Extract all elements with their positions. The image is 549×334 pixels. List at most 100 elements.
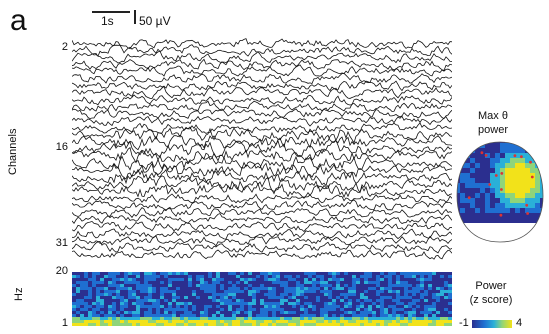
spectrogram-cell bbox=[80, 284, 85, 288]
spectrogram-cell bbox=[316, 284, 321, 288]
spectrogram-cell bbox=[200, 302, 205, 306]
spectrogram-cell bbox=[440, 293, 445, 297]
topoplot-cell bbox=[500, 163, 506, 169]
spectrogram-cell bbox=[388, 278, 393, 282]
spectrogram-cell bbox=[428, 320, 433, 324]
spectrogram-cell bbox=[128, 287, 133, 291]
spectrogram-cell bbox=[432, 308, 437, 312]
spectrogram-cell bbox=[284, 278, 289, 282]
spectrogram-cell bbox=[396, 299, 401, 303]
topoplot-cell bbox=[495, 223, 501, 229]
topoplot-cell bbox=[510, 203, 516, 209]
spectrogram-cell bbox=[396, 296, 401, 300]
colorbar-max-label: 4 bbox=[516, 317, 523, 329]
spectrogram-cell bbox=[232, 320, 237, 324]
spectrogram-cell bbox=[420, 302, 425, 306]
spectrogram-cell bbox=[252, 272, 257, 276]
topoplot-cell bbox=[520, 208, 526, 214]
spectrogram-cell bbox=[220, 296, 225, 300]
spectrogram-cell bbox=[348, 290, 353, 294]
spectrogram-cell bbox=[80, 299, 85, 303]
spectrogram-cell bbox=[176, 299, 181, 303]
topoplot-cell bbox=[505, 173, 511, 179]
spectrogram-cell bbox=[96, 281, 101, 285]
spectrogram-cell bbox=[432, 299, 437, 303]
spectrogram-cell bbox=[212, 323, 217, 326]
topoplot-cell bbox=[535, 173, 541, 179]
topoplot-cell bbox=[495, 188, 501, 194]
topoplot-cell bbox=[535, 213, 541, 219]
spectrogram-cell bbox=[168, 290, 173, 294]
topoplot-cell bbox=[465, 158, 471, 164]
electrode-marker bbox=[520, 155, 523, 159]
spectrogram-cell bbox=[416, 290, 421, 294]
spectrogram-cell bbox=[144, 281, 149, 285]
spectrogram-cell bbox=[212, 272, 217, 276]
spectrogram-cell bbox=[392, 317, 397, 321]
spectrogram-cell bbox=[444, 272, 449, 276]
spectrogram-cell bbox=[368, 320, 373, 324]
electrode-marker bbox=[513, 154, 517, 158]
topoplot-cell bbox=[457, 188, 461, 194]
spectrogram-cell bbox=[156, 287, 161, 291]
spectrogram-cell bbox=[288, 293, 293, 297]
spectrogram-cell bbox=[248, 317, 253, 321]
spectrogram-cell bbox=[236, 293, 241, 297]
spectrogram-cell bbox=[80, 275, 85, 279]
topoplot-cell bbox=[520, 148, 526, 154]
spectrogram-cell bbox=[320, 272, 325, 276]
spectrogram-cell bbox=[400, 296, 405, 300]
spectrogram-cell bbox=[380, 311, 385, 315]
spectrogram-cell bbox=[188, 320, 193, 324]
spectrogram-cell bbox=[440, 305, 445, 309]
spectrogram-cell bbox=[140, 281, 145, 285]
topoplot-cell bbox=[520, 193, 526, 199]
spectrogram-cell bbox=[400, 284, 405, 288]
spectrogram-cell bbox=[192, 314, 197, 318]
spectrogram-cell bbox=[240, 290, 245, 294]
spectrogram-cell bbox=[220, 308, 225, 312]
spectrogram-cell bbox=[184, 299, 189, 303]
topoplot-cell bbox=[485, 173, 491, 179]
spectrogram-cell bbox=[164, 281, 169, 285]
spectrogram-cell bbox=[132, 287, 137, 291]
spectrogram-cell bbox=[292, 296, 297, 300]
colorbar-title: Power (z score) bbox=[459, 280, 523, 308]
spectrogram-cell bbox=[196, 278, 201, 282]
spectrogram-cell bbox=[408, 308, 413, 312]
eeg-traces bbox=[72, 38, 452, 260]
spectrogram-cell bbox=[352, 281, 357, 285]
spectrogram-cell bbox=[436, 323, 441, 326]
spectrogram-cell bbox=[168, 305, 173, 309]
spectrogram-cell bbox=[220, 278, 225, 282]
topoplot-cell bbox=[460, 198, 466, 204]
spectrogram-cell bbox=[364, 281, 369, 285]
spectrogram-cell bbox=[176, 278, 181, 282]
spectrogram-cell bbox=[416, 311, 421, 315]
spectrogram-cell bbox=[384, 299, 389, 303]
spectrogram-cell bbox=[148, 272, 153, 276]
spectrogram-cell bbox=[264, 311, 269, 315]
topoplot-cell bbox=[455, 243, 460, 246]
spectrogram-cell bbox=[304, 299, 309, 303]
spectrogram-cell bbox=[120, 311, 125, 315]
spectrogram-cell bbox=[308, 272, 313, 276]
spectrogram-cell bbox=[300, 290, 305, 294]
topoplot-cell bbox=[535, 243, 540, 246]
spectrogram-cell bbox=[320, 314, 325, 318]
spectrogram-cell bbox=[412, 308, 417, 312]
spectrogram-cell bbox=[368, 272, 373, 276]
spectrogram-cell bbox=[228, 290, 233, 294]
spectrogram-cell bbox=[264, 278, 269, 282]
topoplot-cell bbox=[460, 183, 466, 189]
spectrogram-cell bbox=[400, 305, 405, 309]
spectrogram-cell bbox=[376, 293, 381, 297]
spectrogram-cell bbox=[116, 272, 121, 276]
spectrogram-cell bbox=[360, 290, 365, 294]
spectrogram-cell bbox=[180, 308, 185, 312]
spectrogram-cell bbox=[232, 281, 237, 285]
spectrogram-cell bbox=[192, 299, 197, 303]
topoplot-cell bbox=[490, 208, 496, 214]
spectrogram-cell bbox=[376, 275, 381, 279]
spectrogram-cell bbox=[432, 305, 437, 309]
